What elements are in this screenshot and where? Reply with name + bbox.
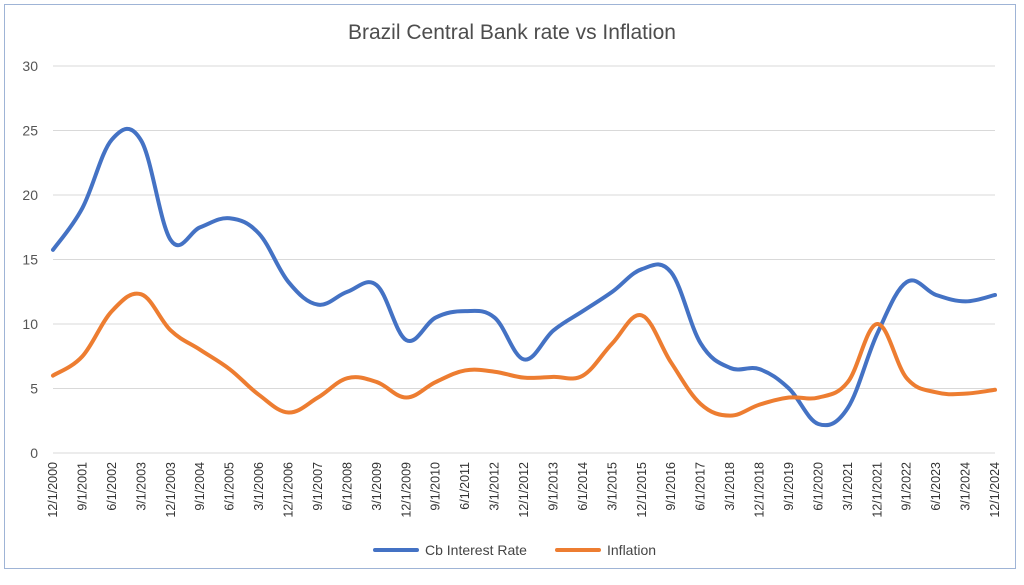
legend: Cb Interest Rate Inflation	[373, 542, 656, 558]
series-line-1	[51, 291, 997, 418]
x-tick-label: 3/1/2018	[723, 462, 737, 511]
x-tick-label: 12/1/2012	[517, 462, 531, 518]
x-tick-label: 3/1/2003	[134, 462, 148, 511]
x-tick-label: 9/1/2004	[193, 462, 207, 511]
x-tick-label: 9/1/2001	[75, 462, 89, 511]
grid-lines	[53, 65, 995, 454]
x-tick-label: 6/1/2014	[576, 462, 590, 511]
x-tick-label: 9/1/2010	[429, 462, 443, 511]
series-line-0	[51, 126, 997, 428]
footnote-strip	[0, 572, 1024, 585]
x-tick-label: 3/1/2021	[841, 462, 855, 511]
x-tick-label: 3/1/2015	[605, 462, 619, 511]
y-axis-ticks: 0 5 10 15 20 25 30	[22, 58, 38, 461]
x-tick-label: 6/1/2020	[811, 462, 825, 511]
y-tick-label: 30	[22, 58, 38, 74]
x-tick-label: 12/1/2024	[988, 462, 1002, 518]
y-tick-label: 5	[30, 381, 38, 397]
series-lines	[51, 126, 997, 428]
x-tick-label: 6/1/2008	[340, 462, 354, 511]
x-tick-label: 12/1/2000	[46, 462, 60, 518]
x-tick-label: 6/1/2002	[105, 462, 119, 511]
y-tick-label: 20	[22, 187, 38, 203]
y-tick-label: 0	[30, 445, 38, 461]
x-tick-label: 12/1/2006	[282, 462, 296, 518]
x-tick-label: 12/1/2015	[635, 462, 649, 518]
x-tick-label: 12/1/2003	[164, 462, 178, 518]
x-tick-label: 3/1/2006	[252, 462, 266, 511]
x-tick-label: 6/1/2011	[458, 462, 472, 510]
x-tick-label: 6/1/2023	[929, 462, 943, 511]
x-tick-label: 12/1/2018	[753, 462, 767, 518]
y-tick-label: 10	[22, 316, 38, 332]
x-axis-ticks: 12/1/2000 9/1/2001 6/1/2002 3/1/2003 12/1/20…	[46, 462, 1002, 518]
x-tick-label: 9/1/2007	[311, 462, 325, 511]
legend-label-1: Inflation	[607, 542, 656, 558]
x-tick-label: 3/1/2009	[370, 462, 384, 511]
x-tick-label: 9/1/2016	[664, 462, 678, 511]
y-tick-label: 25	[22, 123, 38, 139]
x-tick-label: 12/1/2009	[399, 462, 413, 518]
chart-frame	[4, 4, 1016, 569]
x-tick-label: 12/1/2021	[870, 462, 884, 518]
x-tick-label: 9/1/2013	[546, 462, 560, 511]
x-tick-label: 3/1/2024	[959, 462, 973, 511]
y-tick-label: 15	[22, 252, 38, 268]
x-tick-label: 9/1/2022	[900, 462, 914, 511]
chart-title: Brazil Central Bank rate vs Inflation	[348, 21, 676, 44]
x-tick-label: 6/1/2017	[694, 462, 708, 511]
x-tick-label: 9/1/2019	[782, 462, 796, 511]
x-tick-label: 6/1/2005	[223, 462, 237, 511]
x-tick-label: 3/1/2012	[488, 462, 502, 511]
legend-label-0: Cb Interest Rate	[425, 542, 527, 558]
